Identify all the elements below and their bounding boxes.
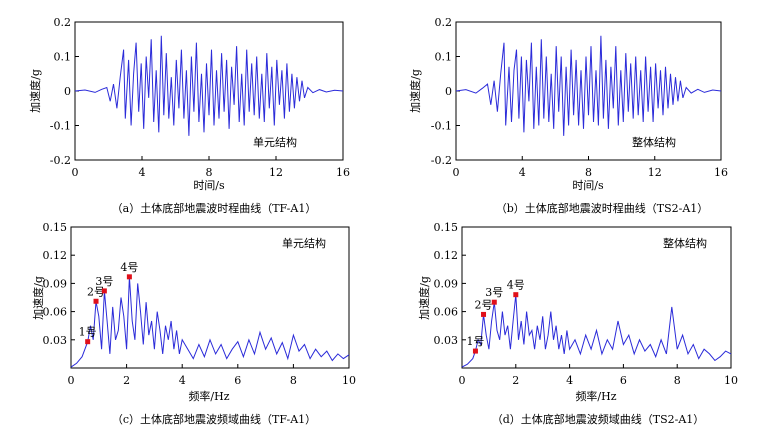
y-axis-label: 加速度/g bbox=[31, 276, 45, 320]
x-tick-label: 6 bbox=[234, 374, 241, 387]
x-tick-label: 4 bbox=[566, 374, 573, 387]
x-tick-label: 8 bbox=[585, 166, 592, 179]
x-tick-label: 2 bbox=[512, 374, 519, 387]
y-tick-label: 0.12 bbox=[43, 249, 68, 262]
x-tick-label: 0 bbox=[459, 374, 466, 387]
x-tick-label: 12 bbox=[648, 166, 662, 179]
y-tick-label: 0.1 bbox=[435, 51, 453, 64]
peak-label: 4号 bbox=[507, 279, 525, 292]
panel-annotation: 整体结构 bbox=[663, 236, 707, 250]
peak-marker bbox=[491, 299, 497, 305]
series-line bbox=[461, 294, 732, 368]
y-tick-label: 0.1 bbox=[54, 51, 72, 64]
peak-marker bbox=[101, 288, 107, 294]
x-tick-label: 12 bbox=[269, 166, 283, 179]
y-tick-label: 0.15 bbox=[434, 221, 459, 234]
series-line bbox=[74, 35, 344, 136]
x-tick-label: 8 bbox=[206, 166, 213, 179]
x-ticks: 0 2 4 6 8 10 bbox=[459, 364, 738, 387]
peak-marker bbox=[481, 311, 487, 317]
x-tick-label: 16 bbox=[714, 166, 728, 179]
x-ticks: 0 4 8 12 16 bbox=[72, 156, 350, 179]
plot-frame bbox=[74, 21, 344, 161]
panel-b: -0.2-0.100.10.2 0 4 8 12 16 整体结构 时间/s 加速度/g … bbox=[408, 16, 728, 215]
panel-caption: （b）土体底部地震波时程曲线（TS2-A1） bbox=[496, 201, 709, 215]
peak-label: 1号 bbox=[466, 335, 484, 348]
panel-caption: （a）土体底部地震波时程曲线（TF-A1） bbox=[112, 201, 317, 215]
x-tick-label: 0 bbox=[453, 166, 460, 179]
x-tick-label: 4 bbox=[179, 374, 186, 387]
plot-frame bbox=[455, 21, 722, 161]
panel-caption: （d）土体底部地震波频域曲线（TS2-A1） bbox=[492, 412, 705, 426]
x-axis-label: 时间/s bbox=[193, 179, 225, 192]
y-tick-label: 0 bbox=[64, 85, 71, 98]
series-line bbox=[455, 35, 722, 136]
panel-annotation: 整体结构 bbox=[632, 135, 676, 149]
peak-label: 2号 bbox=[475, 298, 493, 311]
peak-label: 4号 bbox=[120, 261, 138, 274]
x-tick-label: 10 bbox=[724, 374, 738, 387]
peak-label: 3号 bbox=[95, 275, 113, 288]
x-tick-label: 8 bbox=[674, 374, 681, 387]
peak-label: 2号 bbox=[87, 285, 105, 298]
x-tick-label: 0 bbox=[68, 374, 75, 387]
y-tick-label: -0.1 bbox=[431, 120, 452, 133]
peak-marker bbox=[472, 348, 478, 354]
y-tick-label: 0.09 bbox=[43, 277, 68, 290]
x-axis-label: 频率/Hz bbox=[575, 389, 616, 403]
x-tick-label: 8 bbox=[290, 374, 297, 387]
y-tick-label: 0.03 bbox=[434, 334, 459, 347]
y-ticks: 0.03 0.06 0.09 0.12 0.15 bbox=[434, 221, 466, 347]
y-axis-label: 加速度/g bbox=[417, 276, 431, 320]
x-tick-label: 4 bbox=[139, 166, 146, 179]
x-tick-label: 4 bbox=[519, 166, 526, 179]
panel-annotation: 单元结构 bbox=[253, 135, 297, 149]
y-tick-label: 0.12 bbox=[434, 249, 459, 262]
y-axis-label: 加速度/g bbox=[28, 69, 42, 113]
peak-label: 1号 bbox=[79, 326, 97, 339]
y-tick-label: -0.2 bbox=[50, 154, 71, 167]
x-tick-label: 2 bbox=[123, 374, 130, 387]
y-tick-label: 0.15 bbox=[43, 221, 68, 234]
peak-marker bbox=[93, 298, 99, 304]
peak-marker bbox=[513, 292, 519, 298]
x-ticks: 0 2 4 6 8 10 bbox=[68, 364, 356, 387]
x-ticks: 0 4 8 12 16 bbox=[453, 156, 728, 179]
x-tick-label: 16 bbox=[336, 166, 350, 179]
x-tick-label: 10 bbox=[342, 374, 356, 387]
panel-caption: （c）土体底部地震波频域曲线（TF-A1） bbox=[112, 412, 316, 426]
y-tick-label: 0.06 bbox=[43, 306, 68, 319]
peak-label: 3号 bbox=[485, 286, 503, 299]
y-tick-label: -0.1 bbox=[50, 120, 71, 133]
y-tick-label: 0.06 bbox=[434, 306, 459, 319]
x-axis-label: 时间/s bbox=[572, 179, 604, 192]
y-tick-label: 0 bbox=[445, 85, 452, 98]
y-tick-label: 0.2 bbox=[54, 16, 72, 29]
y-tick-label: -0.2 bbox=[431, 154, 452, 167]
y-ticks: -0.2 -0.1 0 0.1 0.2 bbox=[50, 16, 79, 167]
y-tick-label: 0.03 bbox=[43, 334, 68, 347]
panel-annotation: 单元结构 bbox=[282, 236, 326, 250]
y-tick-label: 0.2 bbox=[435, 16, 453, 29]
y-axis-label: 加速度/g bbox=[408, 69, 422, 113]
x-tick-label: 0 bbox=[72, 166, 79, 179]
peak-marker bbox=[126, 274, 132, 280]
y-tick-label: 0.09 bbox=[434, 277, 459, 290]
panel-a: -0.2-0.100.10.2 0 4 8 12 16 单元结构 时间/s 加速度/g … bbox=[28, 16, 350, 215]
x-tick-label: 6 bbox=[620, 374, 627, 387]
plot-frame bbox=[461, 226, 732, 369]
series-line bbox=[70, 276, 350, 368]
plot-frame bbox=[70, 226, 350, 369]
y-ticks: 0.03 0.06 0.09 0.12 0.15 bbox=[43, 221, 75, 347]
peak-marker bbox=[85, 339, 91, 345]
x-axis-label: 频率/Hz bbox=[188, 389, 229, 403]
